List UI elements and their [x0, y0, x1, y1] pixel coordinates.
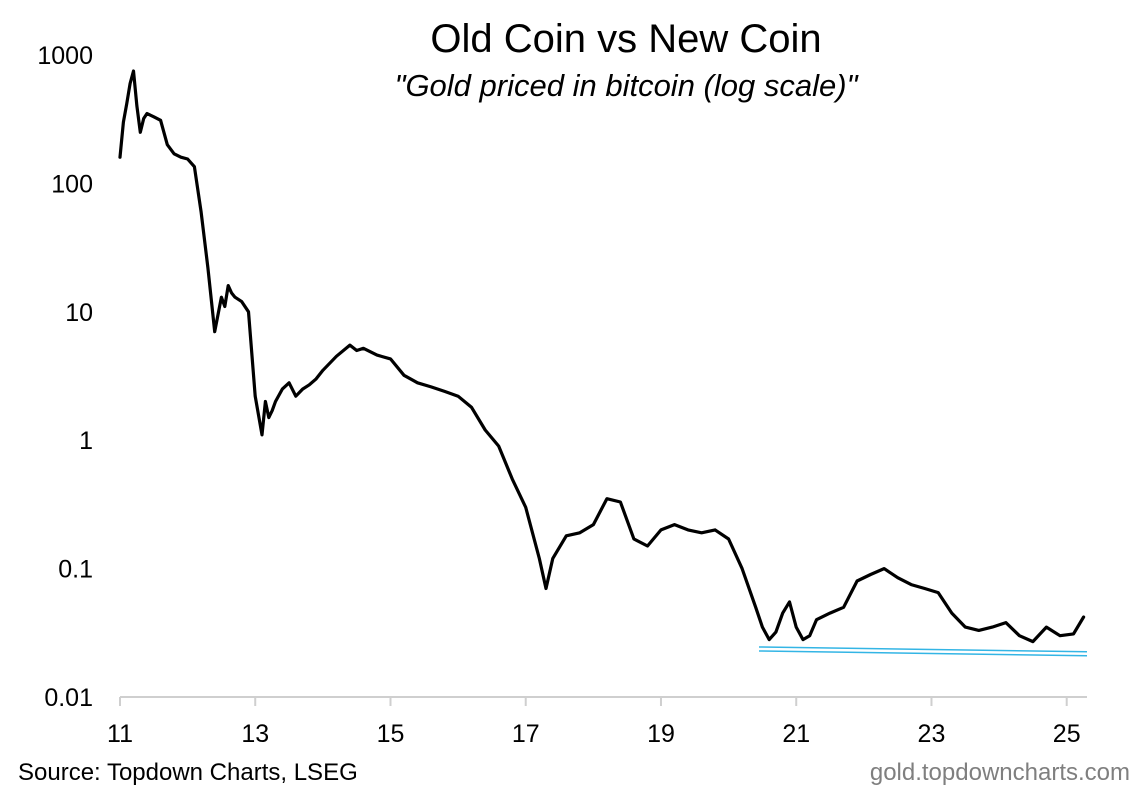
support-line-upper: [758, 646, 1088, 653]
y-tick-label: 1: [79, 427, 93, 455]
chart-title: Old Coin vs New Coin: [430, 17, 821, 61]
y-axis: 1000 100 10 1 0.1 0.01: [37, 42, 93, 712]
x-tick-label: 17: [512, 720, 540, 748]
plot-area: [118, 69, 1088, 657]
y-tick-label: 100: [51, 170, 93, 198]
x-axis: 11 13 15 17 19 21 23 25: [107, 696, 1087, 748]
y-tick-label: 0.01: [44, 684, 93, 712]
support-line-lower: [758, 650, 1088, 657]
site-watermark: gold.topdowncharts.com: [870, 759, 1130, 786]
x-tick-label: 11: [107, 720, 133, 748]
x-tick-label: 23: [918, 720, 946, 748]
x-tick-label: 15: [377, 720, 405, 748]
gold-in-bitcoin-series-line: [118, 69, 1086, 644]
x-tick-label: 13: [241, 720, 269, 748]
chart-subtitle: "Gold priced in bitcoin (log scale)": [394, 68, 859, 103]
source-note: Source: Topdown Charts, LSEG: [18, 759, 358, 786]
x-tick-label: 21: [782, 720, 810, 748]
y-tick-label: 1000: [37, 42, 93, 70]
y-tick-label: 0.1: [58, 556, 93, 584]
x-tick-label: 25: [1053, 720, 1081, 748]
y-tick-label: 10: [65, 299, 93, 327]
x-tick-label: 19: [647, 720, 675, 748]
